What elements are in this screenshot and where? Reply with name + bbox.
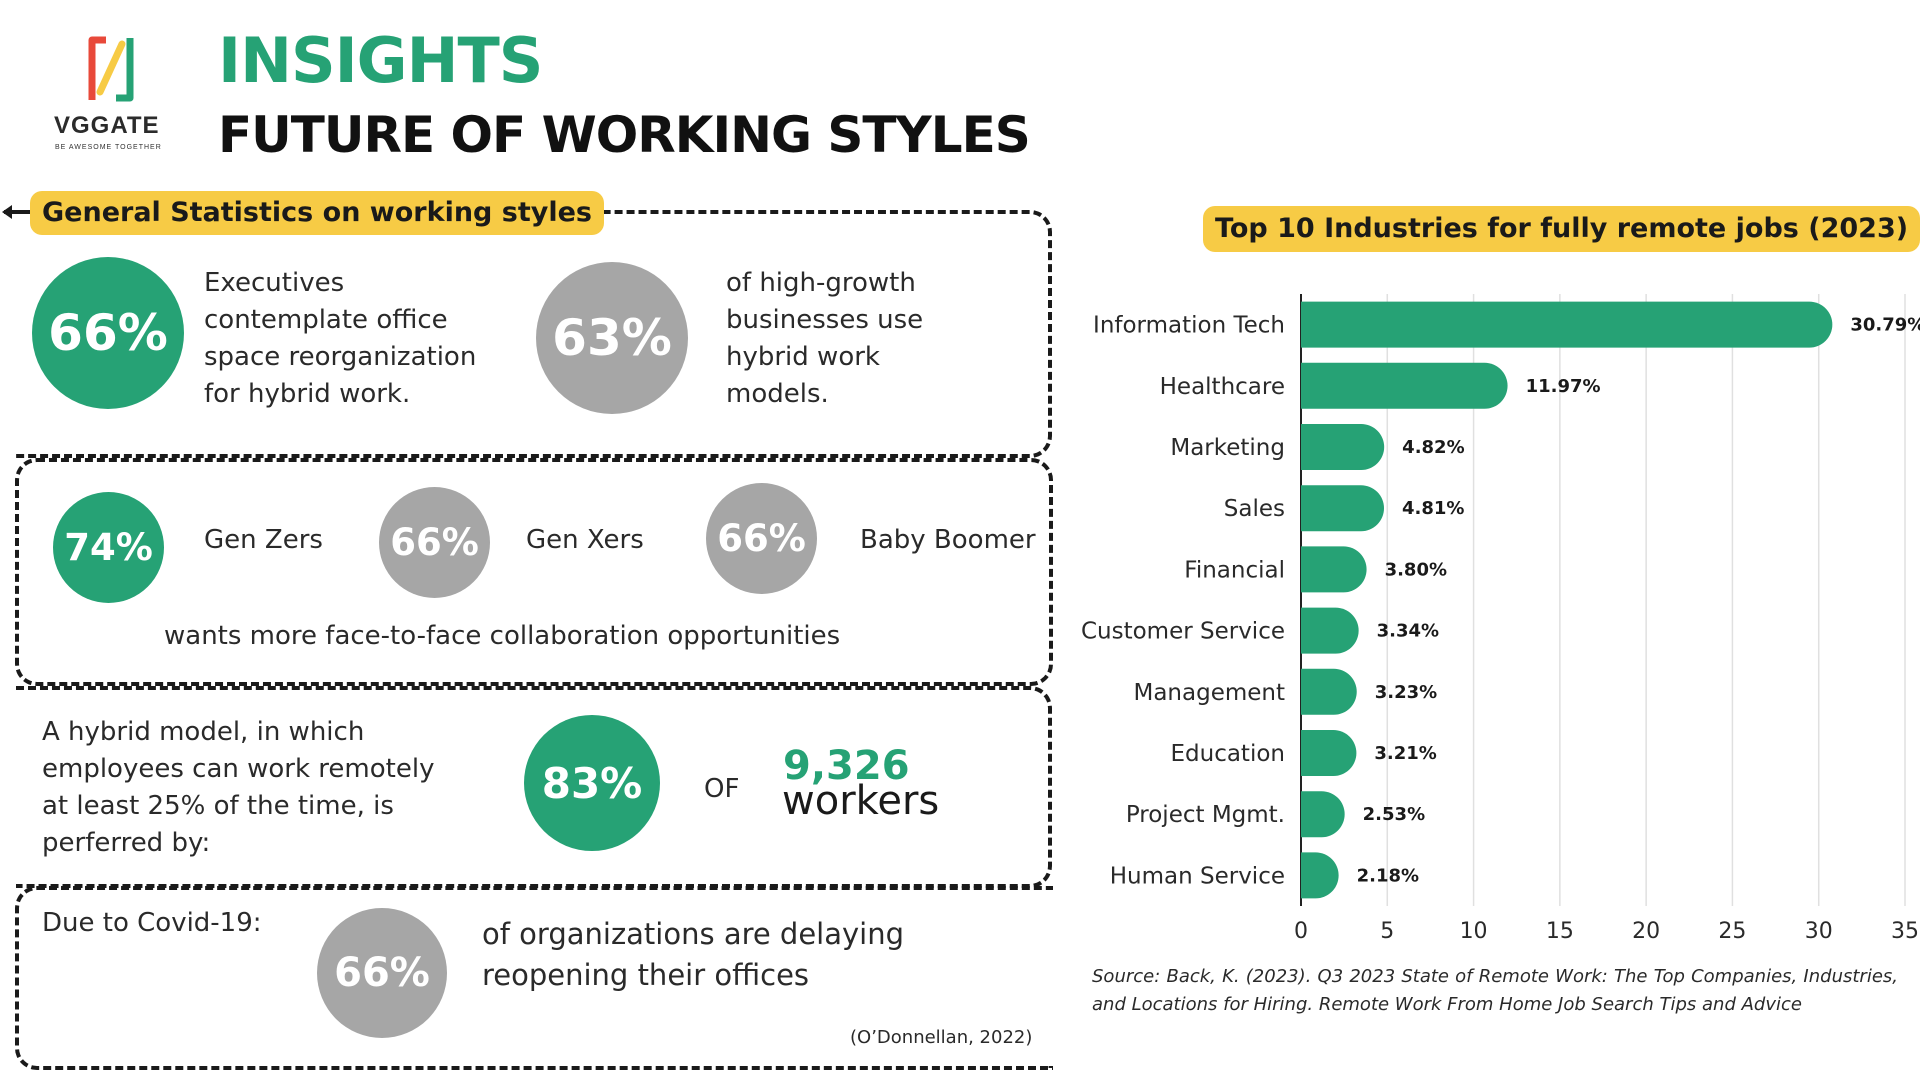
bar [1301,791,1345,838]
data-label: 3.23% [1375,682,1437,703]
data-label: 30.79% [1850,315,1920,336]
stats-box-generations [15,458,1053,686]
gen-z-value: 74% [53,492,164,603]
x-tick-label: 0 [1294,919,1308,940]
data-label: 3.34% [1377,621,1439,642]
general-stats-label: General Statistics on working styles [30,191,604,235]
x-tick-label: 35 [1891,919,1919,940]
covid-value: 66% [317,908,447,1038]
x-tick-label: 15 [1546,919,1574,940]
stat-hybrid-business-value: 63% [536,262,688,414]
hybrid-worker-count: 9,326 [783,743,910,789]
hybrid-value: 83% [524,715,660,851]
bar [1301,730,1357,776]
data-label: 3.21% [1374,743,1436,764]
logo-tagline: BE AWESOME TOGETHER [55,144,162,151]
x-tick-label: 20 [1632,919,1660,940]
x-tick-label: 30 [1805,919,1833,940]
category-label: Human Service [1110,863,1285,889]
logo-name: VGGATE [54,112,160,139]
gen-x-value: 66% [379,487,490,598]
category-label: Sales [1224,496,1285,522]
covid-citation: (O’Donnellan, 2022) [850,1027,1033,1048]
data-label: 2.18% [1357,865,1419,886]
category-label: Project Mgmt. [1126,802,1285,828]
data-label: 11.97% [1526,376,1601,397]
remote-jobs-bar-chart: Information Tech 30.79% Healthcare 11.97% Ma… [1081,294,1920,940]
gen-x-label: Gen Xers [526,525,644,555]
bar [1301,852,1339,899]
logo: VGGATE BE AWESOME TOGETHER [50,34,175,159]
hybrid-model-text: A hybrid model, in which employees can wo… [42,717,435,858]
x-tick-label: 25 [1718,919,1746,940]
category-label: Financial [1184,557,1285,583]
x-tick-label: 5 [1380,919,1394,940]
bar [1301,668,1357,715]
covid-label: Due to Covid-19: [42,908,262,938]
page-subtitle: FUTURE OF WORKING STYLES [218,106,1031,164]
stat-hybrid-business-text: of high-growth businesses use hybrid work m… [726,268,924,409]
baby-boomer-value: 66% [706,483,817,594]
data-label: 3.80% [1385,559,1447,580]
bar [1301,424,1385,470]
bar [1301,607,1359,654]
arrow-left-icon [2,205,28,219]
page-title: INSIGHTS [218,24,543,97]
stat-executives-value: 66% [32,257,184,409]
bar [1301,362,1508,409]
category-label: Healthcare [1160,374,1285,400]
baby-boomer-label: Baby Boomer [860,525,1036,555]
covid-text: of organizations are delaying reopening t… [482,917,905,992]
data-label: 2.53% [1363,804,1425,825]
stats-box-covid [15,886,1053,1070]
category-label: Information Tech [1093,313,1285,339]
bar [1301,485,1385,532]
bar [1301,546,1367,593]
source-note: Source: Back, K. (2023). Q3 2023 State o… [1092,966,1898,1015]
chart-title: Top 10 Industries for fully remote jobs … [1203,206,1920,252]
category-label: Customer Service [1081,619,1285,645]
data-label: 4.81% [1402,498,1464,519]
category-label: Education [1170,741,1285,767]
data-label: 4.82% [1402,437,1464,458]
category-label: Management [1133,680,1285,706]
hybrid-of-label: OF [704,774,740,804]
stat-executives-text: Executives contemplate office space reorga… [204,268,477,409]
hybrid-worker-unit: workers [782,778,940,824]
gen-z-label: Gen Zers [204,525,323,555]
bar [1301,301,1833,348]
logo-mark-icon [88,36,134,102]
x-tick-label: 10 [1460,919,1488,940]
generations-caption: wants more face-to-face collaboration op… [164,621,841,651]
category-label: Marketing [1170,435,1285,461]
